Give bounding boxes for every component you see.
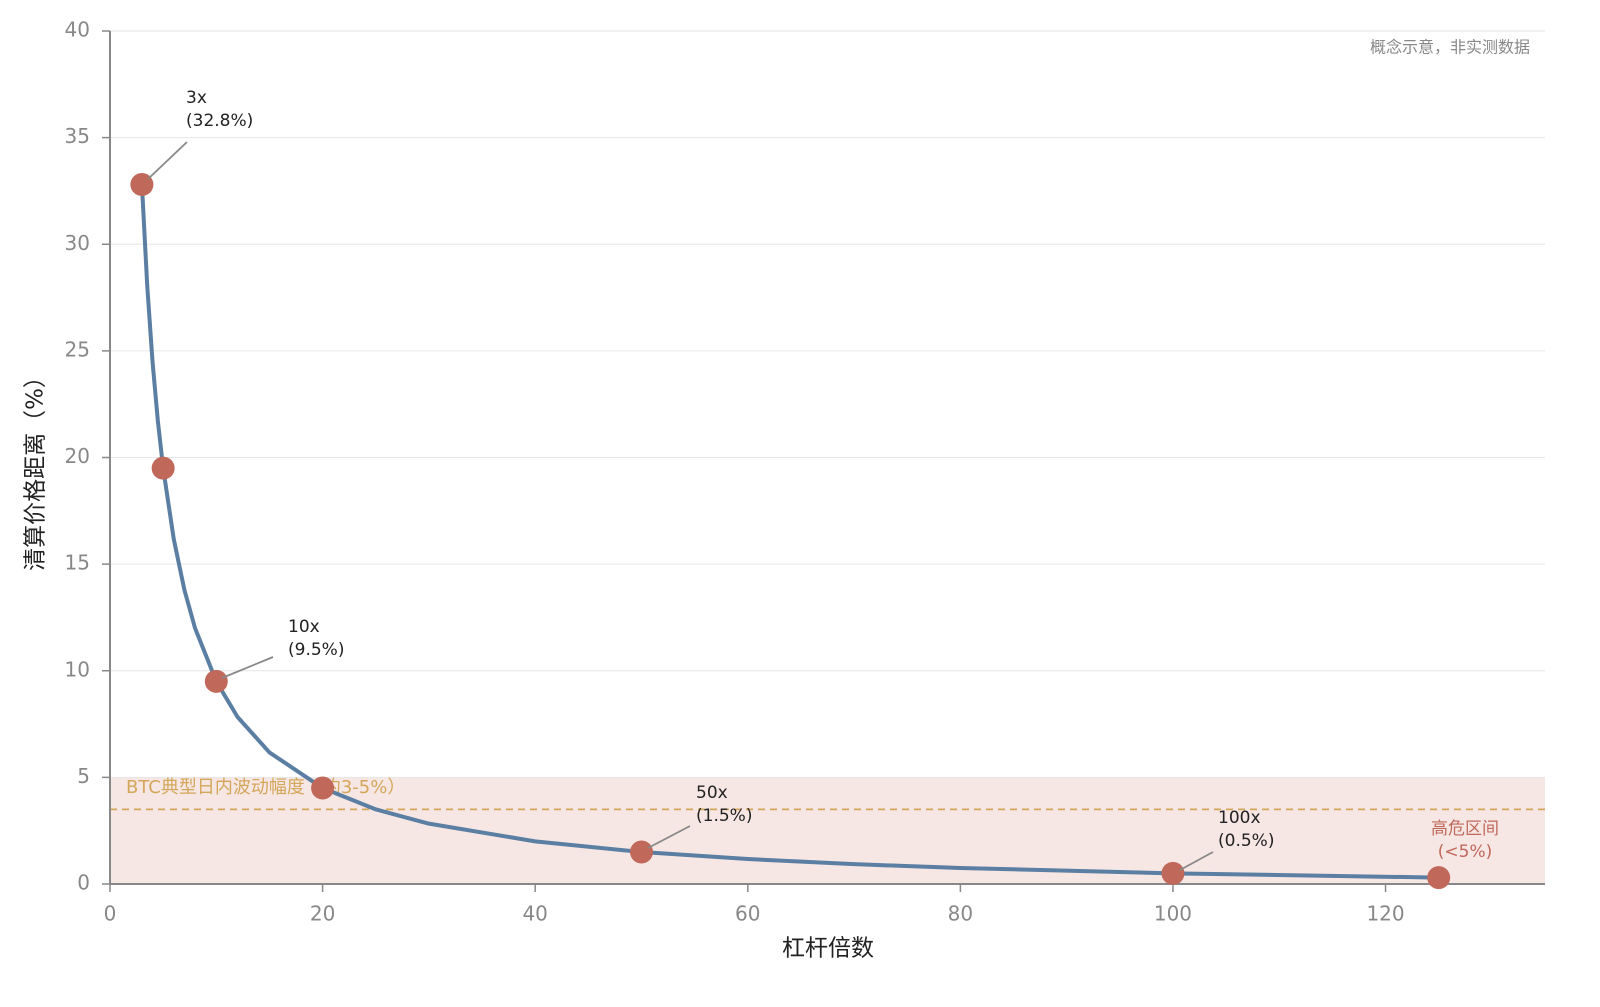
point	[204, 669, 228, 693]
annotation: (9.5%)	[288, 640, 344, 660]
leader-line	[1179, 851, 1214, 871]
note: 概念示意，非实测数据	[1370, 38, 1530, 57]
x-tick-label: 60	[735, 902, 760, 926]
x-tick-label: 120	[1366, 902, 1404, 926]
y-tick-label: 20	[65, 444, 90, 468]
annotation: 50x	[696, 783, 728, 803]
y-axis-title: 清算价格距离（%）	[23, 365, 49, 571]
band-label: 高危区间	[1431, 819, 1499, 839]
y-tick-label: 15	[65, 551, 90, 575]
y-tick-label: 0	[77, 871, 90, 895]
y-tick-label: 10	[65, 657, 90, 681]
annotation: 100x	[1218, 808, 1261, 828]
annotation: (0.5%)	[1218, 831, 1274, 851]
leader-line	[147, 141, 188, 180]
leader-line	[647, 825, 691, 849]
point	[1161, 861, 1185, 885]
x-tick-label: 40	[522, 902, 547, 926]
point	[311, 776, 335, 800]
y-tick-label: 35	[65, 124, 90, 148]
band-label: (<5%)	[1438, 842, 1492, 862]
y-tick-label: 25	[65, 337, 90, 361]
annotation: (32.8%)	[186, 111, 253, 131]
point	[1427, 866, 1451, 890]
x-tick-label: 100	[1154, 902, 1192, 926]
x-axis-title: 杠杆倍数	[782, 936, 874, 962]
point	[629, 840, 653, 864]
y-tick-label: 5	[77, 764, 90, 788]
annotation: 3x	[186, 88, 207, 108]
x-tick-label: 80	[948, 902, 973, 926]
y-tick-label: 30	[65, 231, 90, 255]
risk-band	[110, 777, 1545, 884]
point	[151, 456, 175, 480]
x-tick-label: 0	[104, 902, 117, 926]
point	[130, 173, 154, 197]
annotation: 10x	[288, 617, 320, 637]
reference-label: BTC典型日内波动幅度（约3-5%）	[126, 777, 405, 798]
leader-line	[221, 656, 274, 679]
annotation: (1.5%)	[696, 806, 752, 826]
y-tick-label: 40	[65, 18, 90, 42]
curve	[139, 183, 1439, 880]
x-tick-label: 20	[310, 902, 335, 926]
